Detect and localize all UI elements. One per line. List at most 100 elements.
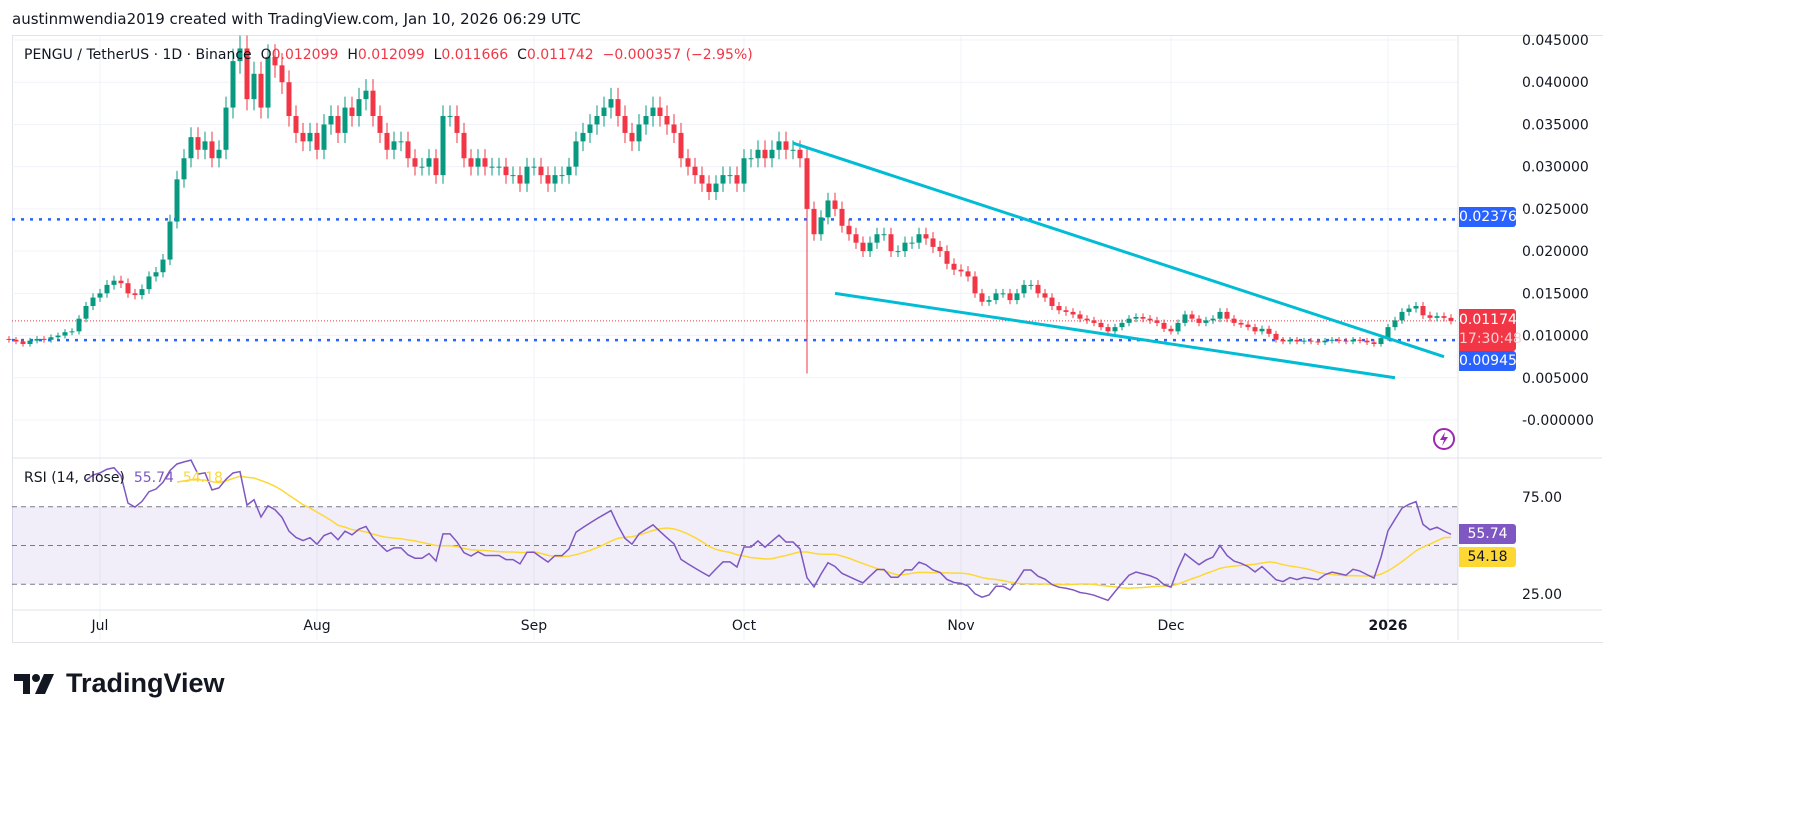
candle-body — [839, 208, 845, 226]
candle-body — [587, 124, 593, 133]
candle-body — [202, 141, 208, 150]
rsi-value: 55.74 — [133, 470, 174, 486]
candle-body — [1441, 316, 1447, 318]
tradingview-logo[interactable]: TradingView — [14, 668, 225, 699]
candle-body — [573, 141, 579, 167]
low-value: 0.011666 — [441, 47, 509, 63]
trendline — [792, 141, 1445, 359]
candle-body — [762, 149, 768, 159]
candle-body — [993, 293, 999, 301]
last-price: 0.011742 — [1459, 312, 1526, 328]
rsi-ma-line — [176, 475, 1452, 589]
candle-body — [111, 280, 117, 285]
candle-body — [1140, 316, 1146, 319]
candle-body — [6, 338, 12, 340]
candle-body — [951, 263, 957, 270]
candle-body — [643, 116, 649, 125]
candle-body — [1000, 293, 1006, 295]
close-value: 0.011742 — [526, 47, 594, 63]
price-tick-label: 0.035000 — [1522, 117, 1589, 133]
time-tick-label: Dec — [1157, 618, 1184, 634]
symbol-label[interactable]: PENGU / TetherUS · 1D · Binance — [24, 47, 252, 63]
candle-body — [48, 337, 54, 340]
candle-body — [195, 137, 201, 150]
candle-body — [860, 242, 866, 252]
support-price-tag: 0.009453 — [1459, 351, 1526, 371]
candle-body — [1238, 322, 1244, 325]
candle-body — [1343, 340, 1349, 342]
candle-body — [741, 158, 747, 184]
candle-body — [692, 166, 698, 176]
candle-body — [286, 82, 292, 117]
ohlc-legend: PENGU / TetherUS · 1D · Binance O0.01209… — [24, 47, 753, 63]
time-tick-label: Aug — [303, 618, 330, 634]
candle-body — [1301, 340, 1307, 342]
candle-body — [1350, 339, 1356, 342]
candle-body — [664, 116, 670, 125]
price-tick-label: 0.045000 — [1522, 33, 1589, 49]
candle-body — [20, 341, 26, 345]
candle-body — [174, 179, 180, 222]
price-tick-label: 0.010000 — [1522, 329, 1589, 345]
candle-body — [916, 234, 922, 243]
candle-body — [671, 124, 677, 133]
rsi-value-tag: 55.74 — [1459, 524, 1516, 544]
lightning-bolt-icon[interactable] — [1432, 427, 1456, 451]
candle-body — [1287, 339, 1293, 342]
candle-body — [293, 116, 299, 133]
candle-body — [363, 90, 369, 100]
candle-body — [601, 107, 607, 117]
candle-body — [230, 61, 236, 108]
candle-body — [1259, 328, 1265, 332]
candle-body — [1189, 314, 1195, 319]
candle-body — [209, 141, 215, 159]
candle-body — [944, 251, 950, 264]
candle-body — [776, 141, 782, 150]
candle-body — [216, 149, 222, 159]
candle-body — [1105, 327, 1111, 332]
candle-body — [265, 56, 271, 108]
rsi-title[interactable]: RSI (14, close) — [24, 470, 125, 486]
candle-body — [440, 116, 446, 176]
candle-body — [1182, 314, 1188, 323]
candle-body — [1224, 311, 1230, 319]
candle-body — [1077, 314, 1083, 319]
rsi-ma-tag: 54.18 — [1459, 547, 1516, 567]
candle-body — [125, 283, 131, 294]
candle-body — [1252, 327, 1258, 332]
candle-body — [1322, 340, 1328, 343]
candle-body — [384, 132, 390, 150]
candle-body — [139, 289, 145, 296]
candle-body — [1448, 317, 1454, 321]
candle-body — [699, 175, 705, 184]
candle-body — [1378, 338, 1384, 345]
candle-body — [475, 158, 481, 167]
candle-body — [412, 158, 418, 167]
candle-body — [1007, 293, 1013, 301]
candle-body — [398, 141, 404, 143]
candle-body — [482, 158, 488, 167]
candle-body — [328, 116, 334, 125]
candle-body — [188, 137, 194, 159]
candle-body — [580, 132, 586, 142]
candle-body — [881, 234, 887, 236]
candle-body — [468, 158, 474, 167]
candle-body — [146, 276, 152, 290]
candle-body — [454, 116, 460, 133]
candle-body — [790, 149, 796, 151]
candle-body — [1028, 284, 1034, 286]
candle-body — [524, 166, 530, 184]
candle-body — [132, 293, 138, 296]
candle-body — [90, 297, 96, 307]
candle-body — [1245, 324, 1251, 328]
candle-body — [1154, 320, 1160, 323]
candle-body — [1070, 311, 1076, 315]
candle-body — [279, 65, 285, 83]
candle-body — [1364, 340, 1370, 343]
price-tick-label: 0.040000 — [1522, 75, 1589, 91]
candle-body — [1147, 318, 1153, 321]
candle-body — [433, 158, 439, 176]
candle-body — [1231, 318, 1237, 323]
price-tick-label: 0.030000 — [1522, 160, 1589, 176]
